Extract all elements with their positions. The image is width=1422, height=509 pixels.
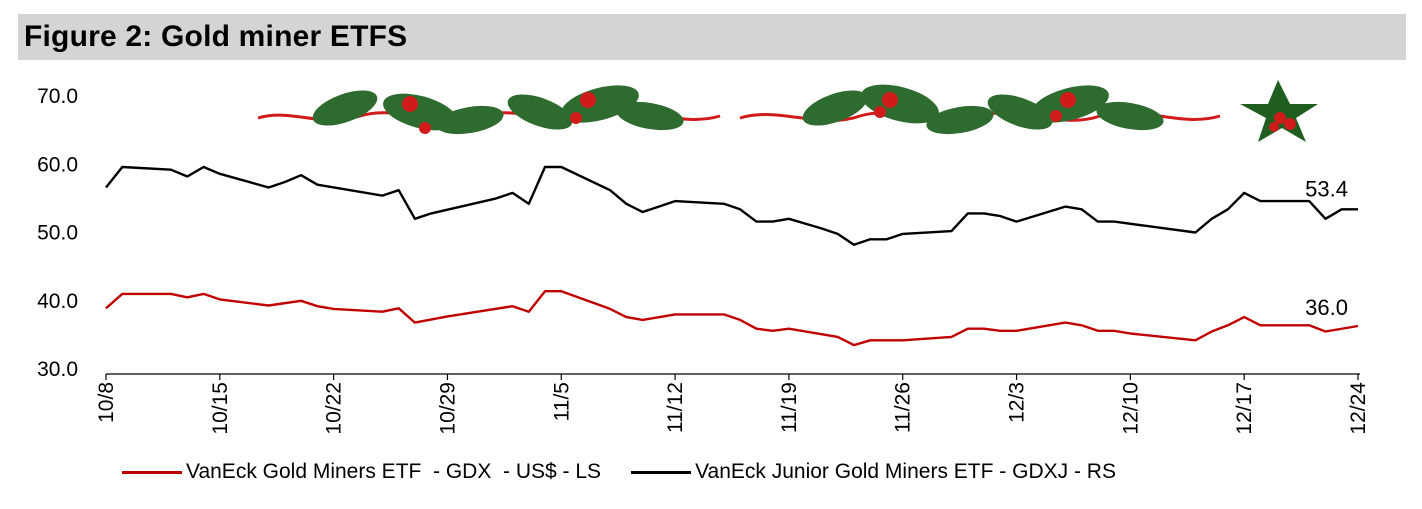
- y-tick-label: 60.0: [37, 153, 78, 176]
- series-layer: [105, 165, 1359, 347]
- end-labels: 36.0 53.4: [1305, 176, 1348, 320]
- legend-label-gdx: VanEck Gold Miners ETF - GDX - US$ - LS: [186, 460, 602, 483]
- x-tick-label: 11/19: [778, 382, 801, 433]
- legend-swatch-gdx: [122, 470, 182, 474]
- end-label-0: 36.0: [1305, 295, 1348, 320]
- x-tick-label: 11/26: [892, 382, 915, 433]
- legend: VanEck Gold Miners ETF - GDX - US$ - LS …: [122, 458, 1116, 486]
- x-tick-label: 10/8: [95, 382, 118, 423]
- series-line-1: [105, 165, 1358, 246]
- y-tick-label: 30.0: [37, 358, 78, 381]
- x-tick-label: 12/17: [1233, 382, 1256, 435]
- x-tick-label: 10/22: [323, 382, 346, 435]
- y-tick-label: 50.0: [37, 222, 78, 245]
- x-axis: 10/8 10/15 10/22 10/29 11/5 11/12 11/19 11/26 12…: [95, 373, 1370, 435]
- holly-garland-icon: [257, 80, 1318, 142]
- y-tick-label: 70.0: [37, 85, 78, 108]
- legend-swatch-gdxj: [631, 470, 692, 474]
- x-tick-label: 11/12: [664, 382, 687, 433]
- x-tick-label: 10/15: [209, 382, 232, 435]
- figure-title: Figure 2: Gold miner ETFS: [24, 20, 408, 53]
- x-tick-label: 12/24: [1347, 382, 1370, 435]
- figure-title-bar: Figure 2: Gold miner ETFS: [18, 14, 1406, 60]
- end-label-1: 53.4: [1305, 176, 1348, 201]
- y-axis: 30.0 40.0 50.0 60.0 70.0: [37, 85, 78, 381]
- x-tick-label: 12/3: [1006, 382, 1029, 423]
- y-tick-label: 40.0: [37, 290, 78, 313]
- x-tick-label: 11/5: [550, 382, 573, 421]
- series-line-0: [105, 290, 1359, 347]
- x-tick-label: 12/10: [1119, 382, 1142, 435]
- legend-label-gdxj: VanEck Junior Gold Miners ETF - GDXJ - R…: [695, 460, 1116, 483]
- x-tick-label: 10/29: [436, 382, 459, 435]
